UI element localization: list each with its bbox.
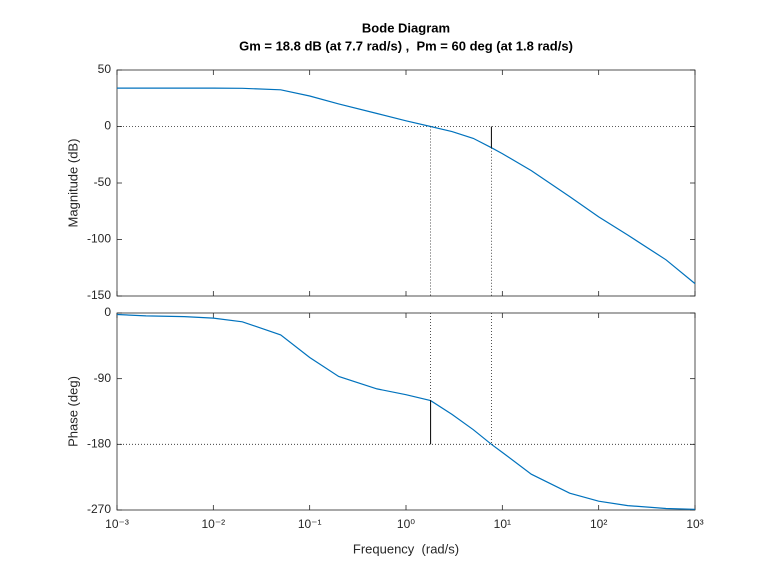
y-axis-label: Phase (deg) [65,376,80,447]
y-axis-label: Magnitude (dB) [65,139,80,228]
x-axis-label: Frequency (rad/s) [353,541,459,556]
y-tick-label: -180 [87,437,111,451]
y-tick-label: 50 [98,62,112,76]
y-tick-label: 0 [104,119,111,133]
y-tick-label: -270 [87,502,111,516]
x-tick-label: 10² [590,517,607,531]
x-tick-label: 10⁻³ [105,517,129,531]
x-tick-label: 10⁻¹ [298,517,322,531]
y-tick-label: -50 [94,175,112,189]
x-tick-label: 10³ [686,517,703,531]
y-tick-label: -150 [87,288,111,302]
chart-title: Bode Diagram [362,20,450,35]
plot-area [116,69,696,297]
y-tick-label: -100 [87,232,111,246]
x-tick-label: 10⁰ [397,517,415,531]
y-tick-label: 0 [104,305,111,319]
chart-subtitle: Gm = 18.8 dB (at 7.7 rad/s) , Pm = 60 de… [239,38,573,53]
x-tick-label: 10⁻² [201,517,225,531]
y-tick-label: -90 [94,371,112,385]
x-tick-label: 10¹ [494,517,511,531]
plot-area [116,312,696,511]
